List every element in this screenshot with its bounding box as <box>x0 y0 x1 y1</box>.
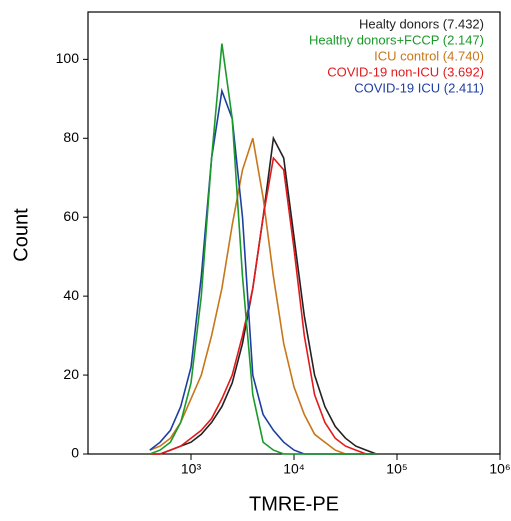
y-tick-label: 80 <box>63 129 79 145</box>
x-tick-label: 10³ <box>181 461 202 477</box>
series-line <box>149 135 377 455</box>
legend-entry: COVID-19 ICU (2.411) <box>354 80 484 95</box>
y-tick-label: 100 <box>56 50 80 66</box>
y-tick-label: 0 <box>71 445 79 461</box>
series-line <box>149 138 377 455</box>
x-tick-label: 10⁶ <box>489 461 510 477</box>
series-line <box>149 43 377 455</box>
series-line <box>149 156 377 455</box>
legend-entry: COVID-19 non-ICU (3.692) <box>327 64 484 79</box>
legend-entry: ICU control (4.740) <box>374 48 484 63</box>
legend-entry: Healthy donors+FCCP (2.147) <box>309 32 484 47</box>
y-tick-label: 40 <box>63 287 79 303</box>
x-tick-label: 10⁴ <box>283 461 305 477</box>
y-tick-label: 60 <box>63 208 79 224</box>
series-line <box>149 87 377 455</box>
x-axis-label: TMRE-PE <box>249 493 339 515</box>
y-tick-label: 20 <box>63 366 79 382</box>
y-axis-label: Count <box>10 208 32 262</box>
legend-entry: Healty donors (7.432) <box>359 16 484 31</box>
x-tick-label: 10⁵ <box>386 461 407 477</box>
